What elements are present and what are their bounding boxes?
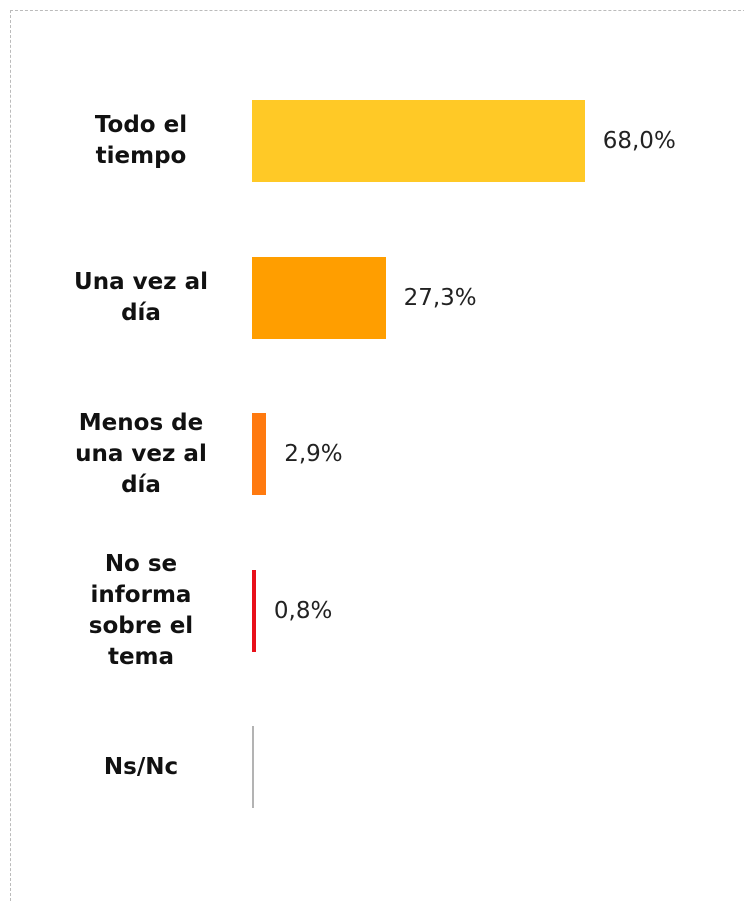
value-label: 27,3% [403, 284, 477, 311]
bar [252, 726, 255, 808]
category-label: Menos de una vez al día [75, 409, 207, 498]
category-label: Ns/Nc [103, 753, 179, 780]
category-label: Todo el tiempo [94, 112, 188, 169]
value-label: 68,0% [602, 128, 676, 154]
frame [10, 10, 744, 901]
category-label: No se informa sobre el tema [88, 550, 194, 670]
bar [252, 256, 386, 339]
bar [252, 100, 585, 182]
value-label: 0,8% [273, 597, 333, 624]
value-label: 2,9% [284, 441, 343, 467]
bar [252, 413, 267, 495]
bar [252, 569, 256, 652]
category-label: Una vez al día [74, 268, 208, 326]
